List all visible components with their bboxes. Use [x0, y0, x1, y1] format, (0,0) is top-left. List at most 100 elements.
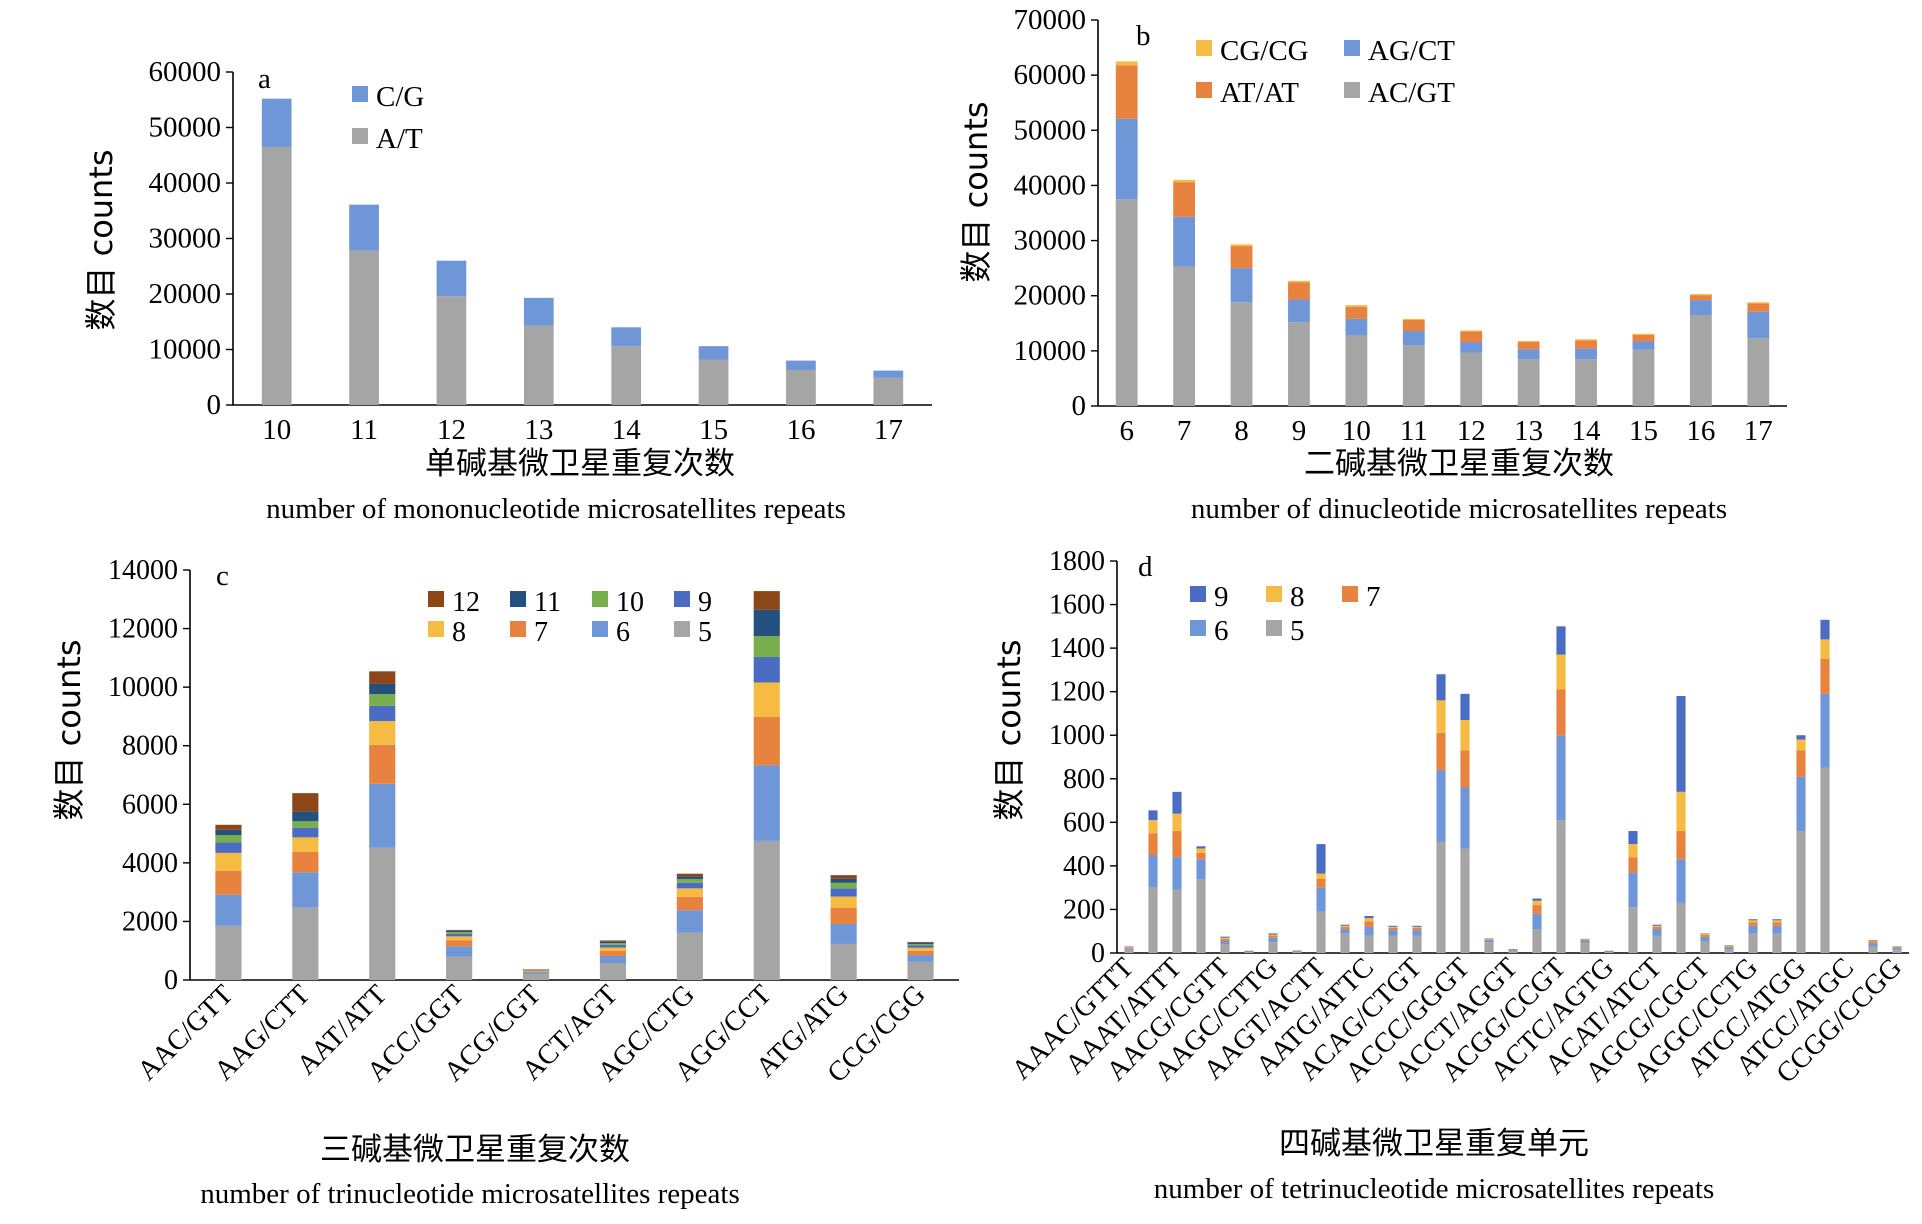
- y-tick-label-c: 10000: [108, 672, 178, 703]
- legend-label: C/G: [376, 81, 424, 113]
- legend-a: C/G A/T: [352, 81, 424, 155]
- bar-segment-c-8-1: [292, 837, 319, 852]
- bar-segment-d-9-23: [1676, 696, 1686, 792]
- bar-segment-d-8-4: [1220, 937, 1230, 939]
- bar-segment-c-5-2: [369, 847, 396, 980]
- bar-segment-d-9-15: [1484, 938, 1494, 939]
- y-tick-label-b: 40000: [1014, 169, 1087, 201]
- bar-segment-c-7-9: [907, 950, 934, 956]
- y-tick-label-b: 30000: [1014, 225, 1087, 257]
- bar-segment-c-8-8: [830, 896, 857, 908]
- legend-item-d-6: 6: [1190, 615, 1229, 647]
- bar-segment-b-AT-AT-7: [1517, 342, 1540, 350]
- y-axis-b: 0 10000 20000 30000 40000 50000 60000 70000: [1014, 4, 1787, 422]
- bar-segment-c-5-5: [599, 963, 627, 980]
- x-axis-label-en-b: number of dinucleotide microsatellites r…: [1191, 493, 1727, 525]
- bar-segment-b-AC-GT-9: [1632, 349, 1655, 406]
- bar-segment-d-5-17: [1532, 929, 1542, 953]
- bar-segment-d-5-29: [1820, 767, 1830, 953]
- bar-segment-b-CG-CG-4: [1345, 305, 1368, 307]
- bar-segment-a-A-T-1: [349, 250, 379, 405]
- bar-segment-b-AG-CT-10: [1689, 300, 1712, 316]
- bar-segment-c-7-1: [292, 851, 319, 873]
- y-tick-label-c: 6000: [122, 789, 178, 820]
- bar-segment-d-6-11: [1388, 930, 1398, 936]
- y-tick-label-b: 60000: [1014, 59, 1087, 91]
- bar-segment-d-8-25: [1724, 945, 1734, 947]
- bar-segment-d-8-31: [1868, 940, 1878, 942]
- x-tick-label-a: 10: [262, 414, 291, 446]
- y-tick-label-b: 50000: [1014, 114, 1087, 146]
- bar-segment-d-9-10: [1364, 915, 1374, 919]
- y-tick-label-a: 30000: [149, 223, 222, 255]
- bar-segment-d-6-27: [1772, 925, 1782, 934]
- bar-segment-d-9-29: [1820, 619, 1830, 640]
- bar-segment-d-6-24: [1700, 936, 1710, 942]
- legend-d: 9 8 7 6 5: [1190, 581, 1381, 647]
- bar-segment-c-6-9: [907, 955, 934, 962]
- bar-segment-d-7-25: [1724, 946, 1734, 948]
- bar-segment-b-AT-AT-8: [1575, 340, 1597, 349]
- bar-segment-d-7-13: [1436, 733, 1446, 771]
- x-axis-label-en-a: number of mononucleotide microsatellites…: [266, 493, 846, 525]
- bar-segment-c-10-9: [907, 943, 934, 946]
- bar-segment-c-5-9: [907, 961, 934, 980]
- x-axis-label-cn-a: 单碱基微卫星重复次数: [425, 446, 735, 482]
- bar-segment-b-AC-GT-8: [1575, 359, 1597, 406]
- bar-segment-c-8-9: [907, 947, 934, 951]
- bar-segment-d-7-23: [1676, 831, 1686, 860]
- y-tick-label-d: 0: [1091, 938, 1105, 969]
- bar-segment-c-5-8: [830, 943, 857, 980]
- bar-segment-d-9-20: [1604, 950, 1614, 952]
- x-tick-label-b: 14: [1572, 415, 1602, 447]
- bar-segment-d-9-26: [1748, 919, 1758, 921]
- legend-label: 10: [616, 587, 644, 618]
- bars-a: [261, 98, 904, 406]
- legend-swatch: [1344, 82, 1360, 98]
- bar-segment-b-AT-AT-9: [1632, 334, 1655, 342]
- y-axis-c: 0 2000 4000 6000 8000 10000 12000 14000: [108, 555, 959, 996]
- bar-segment-c-5-0: [215, 925, 242, 980]
- legend-swatch: [352, 86, 368, 102]
- y-tick-label-d: 1200: [1049, 677, 1105, 708]
- bar-segment-d-8-28: [1796, 739, 1806, 751]
- bar-segment-c-7-0: [215, 870, 242, 895]
- bar-segment-c-12-2: [369, 671, 396, 684]
- x-axis-label-cn-c: 三碱基微卫星重复次数: [320, 1132, 630, 1168]
- bar-segment-d-5-0: [1124, 949, 1134, 953]
- legend-item-a-A-T: A/T: [352, 123, 423, 155]
- y-tick-label-b: 70000: [1014, 4, 1087, 36]
- bar-segment-d-7-11: [1388, 927, 1398, 931]
- bar-segment-d-6-9: [1340, 929, 1350, 934]
- bar-segment-c-8-6: [676, 888, 703, 897]
- bar-segment-c-12-6: [676, 873, 703, 877]
- bar-segment-a-C-G-3: [523, 297, 554, 326]
- bar-segment-d-9-19: [1580, 938, 1590, 940]
- bar-segment-d-7-19: [1580, 939, 1590, 942]
- x-tick-label-b: 9: [1292, 415, 1307, 447]
- bar-segment-c-11-0: [215, 829, 242, 836]
- bar-segment-d-9-0: [1124, 946, 1134, 947]
- legend-swatch: [592, 621, 608, 637]
- bar-segment-d-8-11: [1388, 926, 1398, 928]
- legend-swatch: [592, 591, 608, 607]
- y-tick-label-c: 12000: [108, 614, 178, 645]
- x-ticks-a: 10 11 12 13 14 15 16 17: [262, 414, 903, 446]
- bar-segment-b-AC-GT-10: [1689, 315, 1712, 406]
- legend-item-b-CG-CG: CG/CG: [1196, 35, 1309, 67]
- bar-segment-d-7-14: [1460, 750, 1470, 788]
- bar-segment-d-5-12: [1412, 935, 1422, 953]
- bar-segment-b-AC-GT-11: [1747, 338, 1770, 406]
- bar-segment-a-C-G-6: [786, 360, 816, 371]
- bar-segment-d-7-1: [1148, 833, 1158, 855]
- bar-segment-c-10-0: [215, 835, 242, 843]
- bar-segment-c-9-8: [830, 888, 857, 897]
- bar-segment-c-11-9: [907, 942, 934, 944]
- bar-segment-a-C-G-4: [611, 327, 642, 347]
- x-tick-label-b: 8: [1234, 415, 1249, 447]
- bar-segment-a-A-T-0: [261, 146, 292, 406]
- bar-segment-d-5-11: [1388, 935, 1398, 953]
- bars-b: [1115, 61, 1770, 406]
- bar-segment-d-9-28: [1796, 735, 1806, 740]
- bar-segment-c-7-4: [522, 971, 550, 973]
